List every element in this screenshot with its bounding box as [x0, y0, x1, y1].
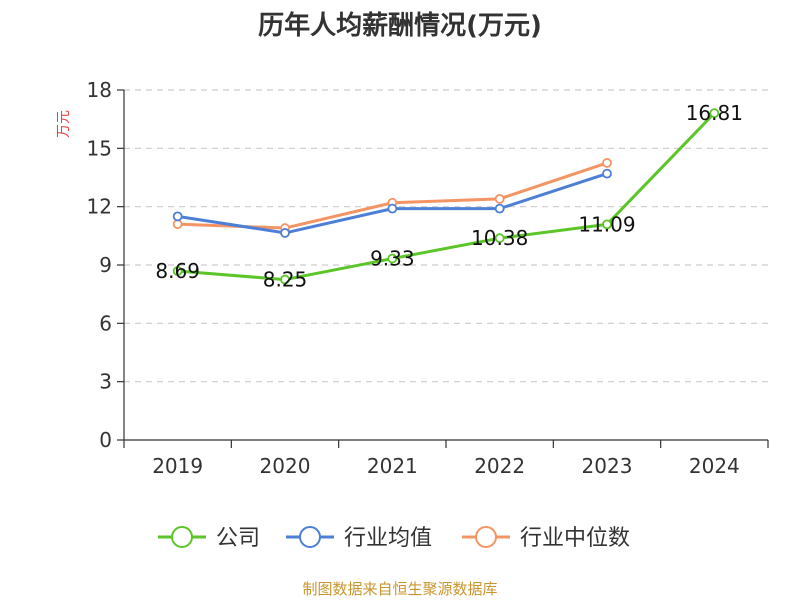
- series-point-0-4: [602, 219, 612, 230]
- legend-item-2: 行业中位数: [462, 526, 630, 551]
- series-point-1-3: [494, 203, 505, 214]
- series-point-2-3: [494, 193, 505, 204]
- data-labels: 8.69 8.25 9.33 10.38 11.09 16.81: [155, 101, 743, 291]
- x-tick-label-2022: 2022: [474, 454, 525, 478]
- data-label-3: 10.38: [471, 226, 528, 250]
- data-label-5: 16.81: [686, 101, 743, 125]
- y-tick-label-18: 18: [87, 78, 112, 102]
- source-note: 制图数据来自恒生聚源数据库: [302, 580, 497, 598]
- legend-label-2: 行业中位数: [520, 526, 630, 551]
- y-tick-label-3: 3: [99, 370, 112, 394]
- x-tick-label-2021: 2021: [367, 454, 418, 478]
- grid-lines: [124, 89, 768, 383]
- data-label-1: 8.25: [263, 268, 308, 292]
- data-label-2: 9.33: [370, 247, 415, 271]
- series-point-1-0: [172, 211, 183, 222]
- legend-item-0: 公司: [158, 526, 260, 551]
- legend-label-1: 行业均值: [344, 526, 432, 551]
- series-point-0-0: [172, 266, 183, 276]
- x-tick-label-2020: 2020: [260, 454, 311, 478]
- series-point-2-4: [602, 158, 612, 168]
- legend: 公司 行业均值 行业中位数: [158, 526, 630, 551]
- legend-marker-1: [299, 526, 321, 548]
- y-axis-label: 万元: [56, 110, 72, 138]
- series-lines: [172, 108, 720, 285]
- legend-marker-0: [171, 526, 193, 548]
- series-point-2-0: [172, 219, 183, 230]
- y-tick-label-12: 12: [87, 195, 112, 219]
- series-point-0-3: [494, 233, 505, 244]
- series-point-0-5: [709, 108, 720, 119]
- x-tick-label-2023: 2023: [582, 454, 633, 478]
- series-point-0-1: [280, 274, 290, 285]
- y-tick-label-15: 15: [87, 136, 112, 160]
- data-label-0: 8.69: [155, 259, 200, 283]
- y-tick-label-9: 9: [99, 253, 112, 277]
- series-point-0-2: [387, 253, 398, 264]
- legend-label-0: 公司: [216, 526, 260, 551]
- series-line-0: [177, 112, 716, 282]
- series-point-1-1: [280, 228, 290, 238]
- legend-marker-2: [475, 526, 497, 548]
- y-tick-label-0: 0: [99, 428, 112, 452]
- data-label-4: 11.09: [578, 212, 635, 236]
- chart-title: 历年人均薪酬情况(万元): [258, 10, 542, 41]
- series-point-1-4: [602, 168, 612, 179]
- series-point-1-2: [387, 203, 398, 214]
- axes: 0 3 6 9 12 15 18 2019 2020 2021 2022 2023 2024: [87, 78, 769, 478]
- legend-item-1: 行业均值: [286, 526, 432, 551]
- x-tick-label-2019: 2019: [152, 454, 203, 478]
- y-tick-label-6: 6: [99, 311, 112, 335]
- x-tick-label-2024: 2024: [689, 454, 740, 478]
